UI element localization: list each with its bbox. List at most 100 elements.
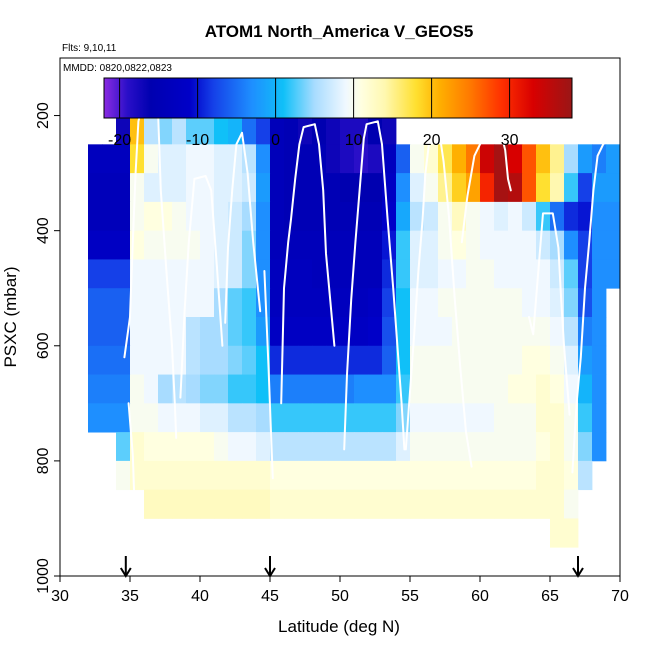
heatmap-cell (480, 460, 495, 491)
heatmap-cell (466, 288, 481, 318)
heatmap-cell (368, 345, 383, 375)
x-tick-label: 35 (121, 588, 139, 605)
heatmap-cell (242, 288, 257, 318)
heatmap-cell (578, 460, 593, 491)
heatmap-cell (228, 489, 243, 519)
heatmap-cell (410, 489, 425, 519)
heatmap-cell (522, 374, 537, 404)
heatmap-cell (200, 201, 215, 232)
heatmap-cell (312, 489, 327, 519)
heatmap-cell (340, 460, 355, 491)
heatmap-cell (228, 173, 243, 203)
heatmap-cell (522, 144, 537, 174)
heatmap-cell (312, 432, 327, 462)
heatmap-cell (88, 230, 103, 260)
heatmap-cell (144, 374, 159, 404)
heatmap-cell (326, 230, 341, 260)
heatmap-cell (228, 317, 243, 347)
heatmap-cell (438, 403, 453, 433)
heatmap-cell (368, 259, 383, 289)
heatmap-cell (144, 460, 159, 491)
flight-track-line (224, 131, 262, 324)
heatmap-cell (592, 374, 607, 404)
chart-subtitle: Flts: 9,10,11 (62, 43, 117, 54)
heatmap-cell (172, 173, 187, 203)
heatmap-cell (536, 317, 551, 347)
heatmap-cell (214, 403, 229, 433)
heatmap-cell (228, 374, 243, 404)
heatmap-cell (298, 230, 313, 260)
heatmap-cell (424, 489, 439, 519)
heatmap-cell (200, 259, 215, 289)
heatmap-cell (102, 173, 117, 203)
flight-track-line (127, 402, 136, 497)
heatmap-cell (354, 345, 369, 375)
x-tick-label: 65 (541, 588, 559, 605)
heatmap-cell (116, 201, 131, 232)
heatmap-cell (200, 230, 215, 260)
heatmap-cell (116, 115, 131, 145)
heatmap-cell (214, 144, 229, 174)
heatmap-cell (214, 173, 229, 203)
heatmap-cell (508, 460, 523, 491)
heatmap-cell (522, 259, 537, 289)
heatmap-cell (452, 230, 467, 260)
heatmap-cell (200, 460, 215, 491)
heatmap-cell (102, 403, 117, 433)
heatmap-cell (508, 432, 523, 462)
heatmap-cell (284, 432, 299, 462)
heatmap-cell (424, 201, 439, 232)
heatmap-cell (312, 115, 327, 145)
heatmap-cell (578, 374, 593, 404)
heatmap-cell (88, 317, 103, 347)
heatmap-cell (228, 460, 243, 491)
y-tick-label: 200 (35, 102, 52, 129)
heatmap-cell (340, 317, 355, 347)
heatmap-cell (396, 317, 411, 347)
heatmap-cell (256, 403, 271, 433)
heatmap-cell (438, 259, 453, 289)
heatmap-cell (158, 489, 173, 519)
heatmap-cell (508, 230, 523, 260)
heatmap-cell (102, 374, 117, 404)
heatmap-cell (452, 144, 467, 174)
heatmap-cell (480, 259, 495, 289)
heatmap-cell (354, 230, 369, 260)
heatmap-cell (158, 115, 173, 145)
heatmap-cell (522, 230, 537, 260)
heatmap-cell (382, 144, 397, 174)
heatmap-cell (424, 374, 439, 404)
heatmap-cell (144, 345, 159, 375)
heatmap-cell (326, 288, 341, 318)
heatmap-cell (536, 460, 551, 491)
heatmap-cell (270, 288, 285, 318)
x-tick-label: 55 (401, 588, 419, 605)
heatmap-cell (326, 259, 341, 289)
heatmap-cell (368, 288, 383, 318)
heatmap-cell (466, 201, 481, 232)
heatmap-cell (256, 259, 271, 289)
heatmap-cell (340, 259, 355, 289)
heatmap-cell (592, 432, 607, 462)
heatmap-cell (298, 374, 313, 404)
heatmap-cell (116, 259, 131, 289)
heatmap-cell (326, 403, 341, 433)
heatmap-cell (312, 374, 327, 404)
heatmap-cell (270, 259, 285, 289)
heatmap-cell (382, 432, 397, 462)
heatmap-cell (312, 345, 327, 375)
heatmap-cell (256, 489, 271, 519)
heatmap-cell (536, 144, 551, 174)
heatmap-cell (382, 317, 397, 347)
heatmap-cell (550, 432, 565, 462)
heatmap-cell (270, 230, 285, 260)
heatmap-cell (270, 403, 285, 433)
heatmap-cell (158, 144, 173, 174)
flight-track-line (528, 212, 571, 416)
heatmap-cell (564, 144, 579, 174)
heatmap-cell (228, 115, 243, 145)
heatmap-cell (508, 259, 523, 289)
heatmap-cell (354, 374, 369, 404)
heatmap-cell (312, 259, 327, 289)
heatmap-cell (578, 288, 593, 318)
